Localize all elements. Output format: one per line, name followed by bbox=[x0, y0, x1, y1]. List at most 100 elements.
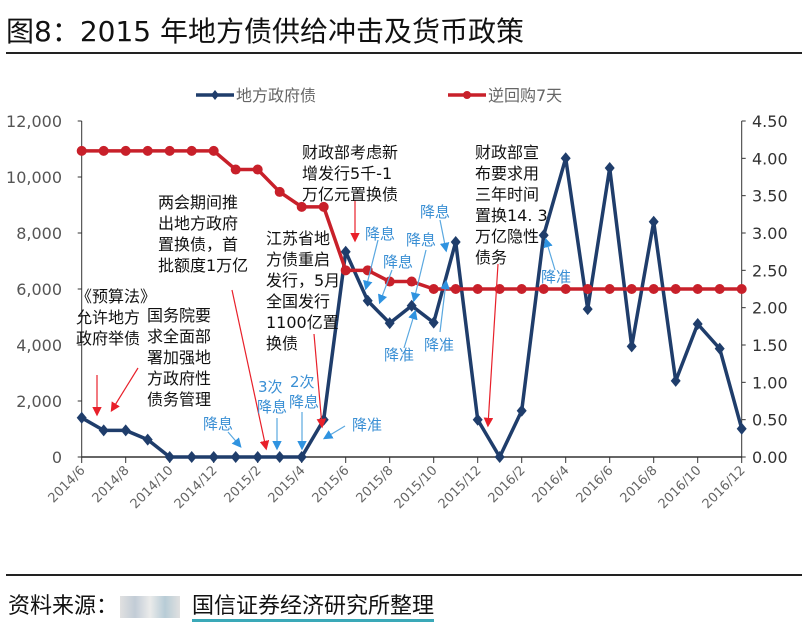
x-tick-label: 2016/12 bbox=[700, 463, 749, 512]
policy-arrow-blue bbox=[363, 239, 379, 291]
data-point-diamond bbox=[692, 318, 703, 330]
policy-arrow-blue bbox=[322, 425, 346, 440]
data-point-diamond bbox=[252, 451, 263, 463]
policy-label: 降息 bbox=[365, 225, 395, 243]
data-point-diamond bbox=[428, 316, 439, 329]
left-tick-label: 6,000 bbox=[16, 280, 62, 299]
annotation-text: 发行，5月 bbox=[266, 271, 340, 290]
x-tick-label: 2014/10 bbox=[128, 463, 177, 512]
data-point-circle bbox=[428, 284, 439, 294]
data-point-diamond bbox=[450, 235, 461, 248]
x-tick-label: 2015/6 bbox=[310, 463, 353, 506]
annotation-text: 江苏省地 bbox=[266, 229, 330, 248]
policy-arrow-blue bbox=[543, 237, 556, 271]
policy-label: 降息 bbox=[203, 415, 233, 433]
policy-label: 降息 bbox=[420, 203, 450, 221]
policy-label: 3次 bbox=[258, 378, 283, 396]
annotation-text: 1100亿置 bbox=[266, 313, 339, 332]
left-tick-label: 4,000 bbox=[16, 336, 62, 355]
annotation-text: 方政府性 bbox=[147, 369, 211, 388]
policy-arrow-blue bbox=[403, 309, 418, 349]
x-tick-label: 2015/12 bbox=[436, 463, 485, 512]
annotation-arrow-red bbox=[110, 367, 139, 413]
annotation-text: 债务管理 bbox=[147, 390, 211, 409]
x-tick-label: 2015/10 bbox=[392, 463, 441, 512]
annotation-text: 求全面部 bbox=[147, 327, 211, 346]
right-tick-label: 4.50 bbox=[752, 112, 788, 131]
data-point-diamond bbox=[560, 152, 571, 165]
data-point-circle bbox=[692, 284, 703, 294]
policy-label: 2次 bbox=[290, 373, 315, 391]
annotation-text: 批额度1万亿 bbox=[158, 256, 248, 275]
data-point-circle bbox=[626, 284, 637, 294]
data-point-diamond bbox=[76, 411, 87, 424]
annotation-text: 财政部考虑新 bbox=[302, 143, 398, 162]
left-tick-label: 10,000 bbox=[6, 168, 62, 187]
annotation-text: 置换14. 3 bbox=[475, 206, 548, 225]
data-point-diamond bbox=[648, 215, 659, 228]
annotation-text: 三年时间 bbox=[475, 185, 539, 204]
source-note: 资料来源： 国信证券经济研究所整理 bbox=[8, 588, 435, 622]
data-point-diamond bbox=[186, 451, 197, 463]
annotation-arrow-red bbox=[231, 289, 270, 451]
policy-label: 降准 bbox=[424, 336, 454, 354]
policy-label: 降息 bbox=[257, 398, 287, 416]
data-point-circle bbox=[230, 164, 241, 175]
data-point-diamond bbox=[714, 342, 725, 355]
legend-label: 地方政府债 bbox=[236, 86, 316, 105]
data-point-diamond bbox=[384, 317, 395, 330]
left-tick-label: 8,000 bbox=[16, 224, 62, 243]
policy-label: 降息 bbox=[289, 393, 319, 411]
data-point-diamond bbox=[516, 404, 527, 417]
legend-marker-diamond bbox=[211, 90, 219, 100]
data-point-circle bbox=[340, 265, 351, 276]
legend-label: 逆回购7天 bbox=[488, 86, 562, 105]
figure-title: 图8：2015 年地方债供给冲击及货币政策 bbox=[6, 15, 524, 48]
x-tick-label: 2014/12 bbox=[172, 463, 221, 512]
source-label: 资料来源： bbox=[8, 594, 119, 619]
data-point-circle bbox=[560, 284, 571, 294]
annotation-text: 出地方政府 bbox=[158, 214, 238, 233]
policy-arrow-blue bbox=[439, 279, 450, 333]
annotation-arrow-red bbox=[483, 263, 499, 428]
right-tick-label: 2.50 bbox=[752, 261, 788, 280]
data-point-diamond bbox=[582, 303, 593, 316]
annotation-text: 万亿隐性 bbox=[475, 227, 539, 246]
policy-label: 降息 bbox=[406, 231, 436, 249]
data-point-circle bbox=[186, 145, 197, 156]
annotation-text: 署加强地 bbox=[147, 348, 211, 367]
annotation-text: 布要求用 bbox=[475, 164, 539, 183]
data-point-circle bbox=[252, 164, 263, 175]
data-point-circle bbox=[274, 186, 285, 197]
x-tick-label: 2016/10 bbox=[656, 463, 705, 512]
data-point-diamond bbox=[736, 422, 747, 435]
data-point-circle bbox=[164, 145, 175, 156]
data-point-diamond bbox=[274, 451, 285, 463]
annotation-text: 换债 bbox=[266, 334, 298, 353]
annotation-text: 《预算法》 bbox=[76, 287, 156, 306]
policy-label: 降准 bbox=[352, 416, 382, 434]
title-rule bbox=[6, 52, 802, 54]
data-point-circle bbox=[142, 145, 153, 156]
annotation-text: 政府举债 bbox=[76, 329, 140, 348]
x-tick-label: 2015/2 bbox=[222, 463, 265, 506]
data-point-diamond bbox=[98, 424, 109, 437]
right-tick-label: 1.50 bbox=[752, 336, 788, 355]
policy-arrow-blue bbox=[411, 249, 427, 303]
right-tick-label: 2.00 bbox=[752, 299, 788, 318]
chart: 0 2,000 4,000 6,000 8,000 10,000 12,000 0.00 0.5… bbox=[6, 86, 788, 512]
annotation-text: 国务院要 bbox=[147, 306, 211, 325]
policy-label: 降准 bbox=[541, 268, 571, 286]
policy-arrow-blue bbox=[227, 431, 242, 448]
data-point-diamond bbox=[208, 451, 219, 463]
data-point-diamond bbox=[604, 162, 615, 175]
data-point-diamond bbox=[340, 245, 351, 258]
data-point-circle bbox=[450, 284, 461, 294]
data-point-diamond bbox=[472, 413, 483, 426]
data-point-circle bbox=[120, 145, 131, 156]
data-point-circle bbox=[472, 284, 483, 294]
annotation-text: 财政部宣 bbox=[475, 143, 539, 162]
data-point-circle bbox=[670, 284, 681, 294]
annotation-text: 债务 bbox=[475, 248, 507, 267]
right-tick-label: 0.50 bbox=[752, 411, 788, 430]
